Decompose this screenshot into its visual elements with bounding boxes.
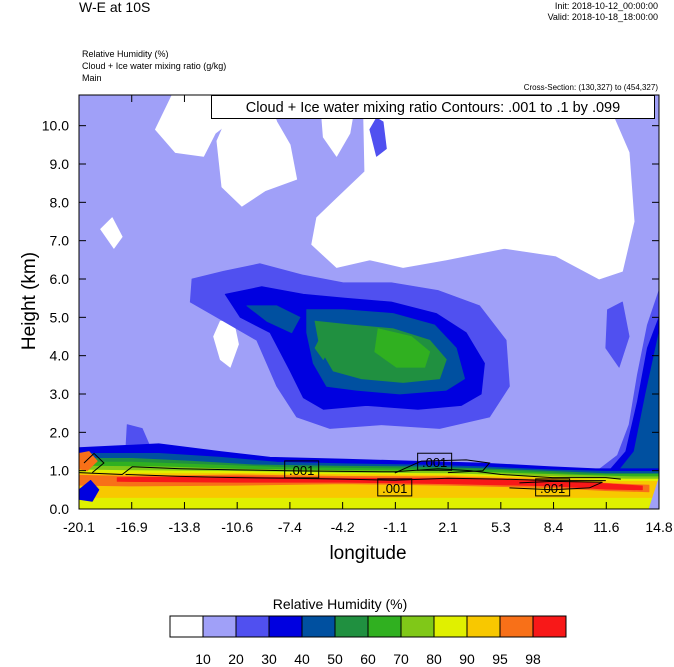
y-axis: 0.0 1.0 2.0 3.0 4.0 5.0 6.0 7.0 8.0 9.0 10.0 [42,118,659,517]
x-axis: -20.1 -16.9 -13.8 -10.6 -7.4 -4.2 -1.1 2.1 5.3 8.… [63,95,673,535]
contour-line-1 [125,474,606,482]
valid-time: Valid: 2018-10-18_18:00:00 [547,12,658,22]
contour-label-0: .001 [289,463,314,478]
rh-region-6 [100,217,123,249]
colorbar-swatch-7 [400,615,435,638]
rh-region-7 [253,140,269,165]
x-tick-label: 11.6 [593,519,619,535]
y-axis-label: Height (km) [19,251,40,351]
y-tick-label: 9.0 [50,156,70,172]
variable-line-cloud: Cloud + Ice water mixing ratio (g/kg) [82,61,227,71]
x-tick-label: 8.4 [544,519,564,535]
x-tick-label: 2.1 [438,519,458,535]
colorbar-swatch-1 [202,615,237,638]
rh-region-32 [648,477,659,509]
contour-label-2: .001 [382,481,407,496]
rh-region-9 [369,117,387,157]
y-tick-label: 6.0 [50,271,70,287]
colorbar-swatch-5 [334,615,369,638]
contour-line-3 [509,480,603,491]
colorbar-label-6: 70 [393,651,409,667]
colorbar-label-10: 98 [525,651,541,667]
colorbar-swatch-11 [532,615,567,638]
colorbar-swatch-8 [433,615,468,638]
contour-label-box-0 [284,460,320,479]
x-tick-label: -13.8 [168,519,200,535]
contour-label-layer: .001 .001 .001 .001 [284,452,571,497]
x-tick-label: -16.9 [116,519,148,535]
y-tick-label: 1.0 [50,463,70,479]
contour-label-box-3 [535,478,571,497]
colorbar-label-3: 40 [294,651,310,667]
colorbar-swatch-2 [235,615,270,638]
rh-region-16 [374,328,431,368]
x-tick-label: -7.4 [278,519,302,535]
x-tick-label: -20.1 [63,519,95,535]
contour-label-3: .001 [540,481,565,496]
y-tick-label: 10.0 [42,118,69,134]
colorbar-swatch-4 [301,615,336,638]
contour-line-2 [394,459,491,474]
colorbar-label-2: 30 [261,651,277,667]
colorbar-label-8: 90 [459,651,475,667]
contour-line-0 [79,466,621,480]
colorbar-labels: 10 20 30 40 50 60 70 80 90 95 98 [195,651,541,667]
colorbar [169,615,567,638]
y-tick-label: 4.0 [50,348,70,364]
contour-label-1: .001 [422,455,447,470]
rh-region-17 [314,328,333,360]
colorbar-swatch-0 [169,615,204,638]
contour-info-box: Cloud + Ice water mixing ratio Contours:… [211,95,655,119]
init-time: Init: 2018-10-12_00:00:00 [554,1,658,11]
y-tick-label: 2.0 [50,424,70,440]
rh-region-31 [79,479,100,502]
x-tick-label: -10.6 [221,519,253,535]
chart-title: W-E at 10S [79,0,151,15]
x-axis-label: longitude [329,543,407,564]
rh-fill-layer [79,95,659,509]
x-tick-label: 14.8 [645,519,672,535]
x-tick-label: -4.2 [331,519,355,535]
colorbar-swatch-9 [466,615,501,638]
rh-region-4 [311,95,635,280]
variable-line-rh: Relative Humidity (%) [82,49,169,59]
colorbar-swatch-10 [499,615,534,638]
rh-region-11 [605,301,630,368]
variable-line-domain: Main [82,73,102,83]
colorbar-label-7: 80 [426,651,442,667]
colorbar-label-0: 10 [195,651,211,667]
colorbar-label-4: 50 [327,651,343,667]
x-tick-label: 5.3 [491,519,511,535]
contour-label-box-2 [377,478,413,497]
y-tick-label: 0.0 [50,501,70,517]
y-tick-label: 7.0 [50,233,70,249]
rh-region-30 [79,451,98,472]
colorbar-label-9: 95 [492,651,508,667]
y-tick-label: 3.0 [50,386,70,402]
rh-region-13 [246,305,301,334]
y-tick-label: 5.0 [50,309,70,325]
colorbar-swatch-6 [367,615,402,638]
rh-region-20 [615,332,659,509]
rh-region-5 [213,320,239,368]
contour-label-box-1 [417,452,453,471]
contour-line-4 [83,452,105,473]
y-tick-label: 8.0 [50,194,70,210]
colorbar-label-5: 60 [360,651,376,667]
colorbar-swatch-3 [268,615,303,638]
contour-layer [79,452,621,491]
colorbar-label-1: 20 [228,651,244,667]
cross-section-label: Cross-Section: (130,327) to (454,327) [523,83,658,92]
colorbar-title: Relative Humidity (%) [272,596,408,612]
x-tick-label: -1.1 [383,519,407,535]
